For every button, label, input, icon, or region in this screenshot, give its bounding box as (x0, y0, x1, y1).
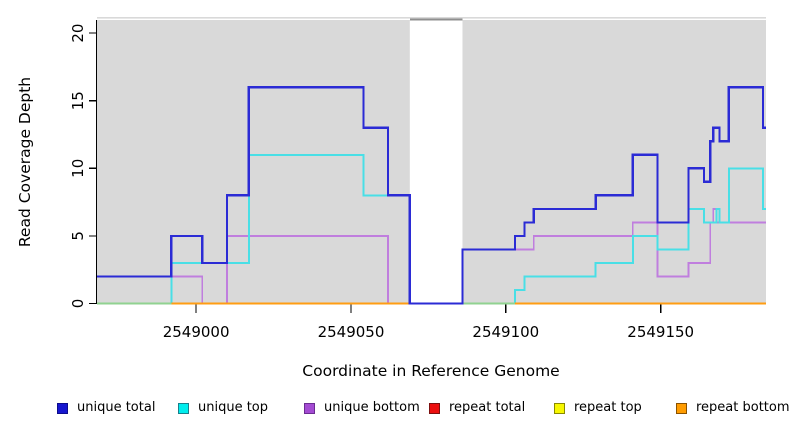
series-line-unique-top (97, 153, 766, 305)
x-axis-title: Coordinate in Reference Genome (302, 362, 559, 380)
legend-item-repeat-total: repeat total (429, 401, 525, 415)
legend-swatch-repeat-top (554, 402, 565, 414)
y-tick-label: 20 (69, 24, 87, 43)
legend-swatch-unique-top (178, 402, 189, 414)
legend-label-unique-top: unique top (198, 400, 269, 415)
legend-label-repeat-total: repeat total (449, 400, 526, 415)
legend-label-unique-bottom: unique bottom (324, 400, 420, 415)
legend-item-unique-bottom: unique bottom (304, 401, 420, 415)
x-tick-label: 2549100 (472, 323, 539, 341)
legend-label-repeat-bottom: repeat bottom (696, 400, 790, 415)
mask-region (409, 20, 463, 305)
y-axis-title: Read Coverage Depth (16, 77, 34, 247)
chart-layers: 0 5 10 15 20 2549000 2549050 2549100 2549150 (69, 16, 766, 341)
legend-item-unique-top: unique top (178, 401, 268, 415)
legend-swatch-repeat-bottom (676, 402, 687, 414)
x-tick-label: 2549150 (627, 323, 694, 341)
legend-label-repeat-top: repeat top (574, 400, 642, 415)
series-line-unique-total (97, 86, 766, 305)
legend-item-repeat-top: repeat top (554, 401, 642, 415)
legend-item-repeat-bottom: repeat bottom (676, 401, 790, 415)
legend-swatch-repeat-total (429, 402, 440, 414)
x-tick-label: 2549000 (163, 323, 230, 341)
y-tick-label: 10 (69, 159, 87, 178)
y-tick-label: 15 (69, 91, 87, 110)
legend-swatch-unique-bottom (304, 402, 315, 414)
legend-item-unique-total: unique total (57, 401, 155, 415)
y-tick-label: 5 (69, 231, 87, 241)
y-tick-label: 0 (69, 299, 87, 309)
legend-label-unique-total: unique total (77, 400, 156, 415)
legend-swatch-unique-total (57, 402, 68, 414)
x-tick-label: 2549050 (318, 323, 385, 341)
